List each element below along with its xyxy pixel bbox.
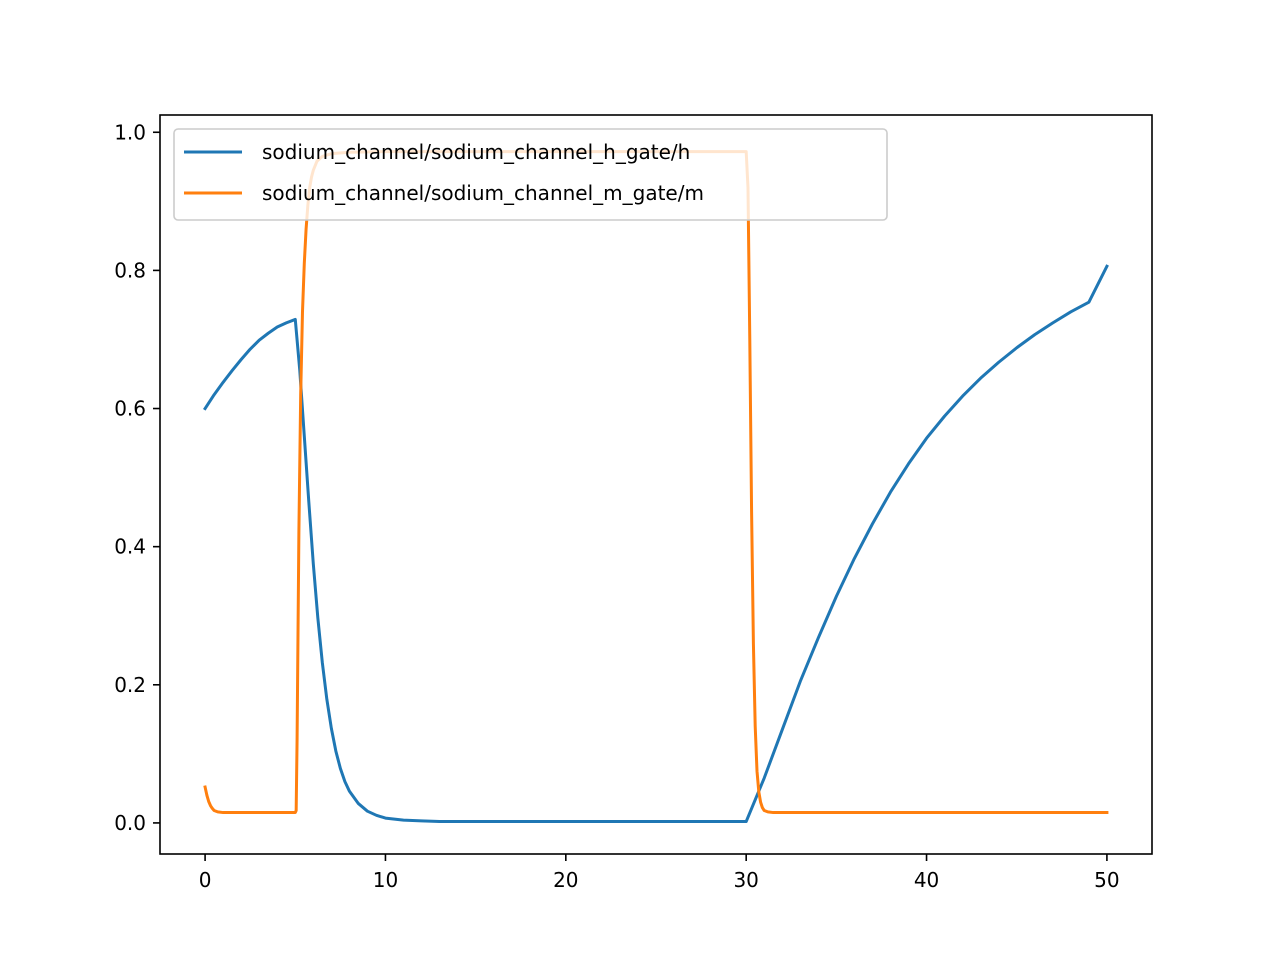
y-tick-label: 0.0: [114, 811, 146, 835]
x-tick-label: 0: [199, 868, 212, 892]
y-tick-label: 0.8: [114, 258, 146, 282]
x-tick-label: 20: [553, 868, 578, 892]
legend: sodium_channel/sodium_channel_h_gate/hso…: [173, 128, 888, 221]
x-axis-ticks: 0 10 20 30 40 50: [199, 854, 1120, 892]
y-tick-label: 1.0: [114, 120, 146, 144]
legend-label-1: sodium_channel/sodium_channel_h_gate/h: [262, 140, 690, 164]
y-tick-label: 0.6: [114, 397, 146, 421]
x-tick-label: 50: [1094, 868, 1119, 892]
x-tick-label: 10: [373, 868, 398, 892]
y-axis-ticks: 0.0 0.2 0.4 0.6 0.8 1.0: [114, 120, 160, 835]
series-line-1: [203, 264, 1109, 824]
x-tick-label: 40: [914, 868, 939, 892]
legend-box: [173, 128, 888, 221]
axes-frame: [159, 114, 1153, 855]
legend-label-2: sodium_channel/sodium_channel_m_gate/m: [262, 181, 704, 205]
y-tick-label: 0.2: [114, 673, 146, 697]
plot-area-border: [159, 114, 1153, 855]
x-tick-label: 30: [733, 868, 758, 892]
y-tick-label: 0.4: [114, 535, 146, 559]
